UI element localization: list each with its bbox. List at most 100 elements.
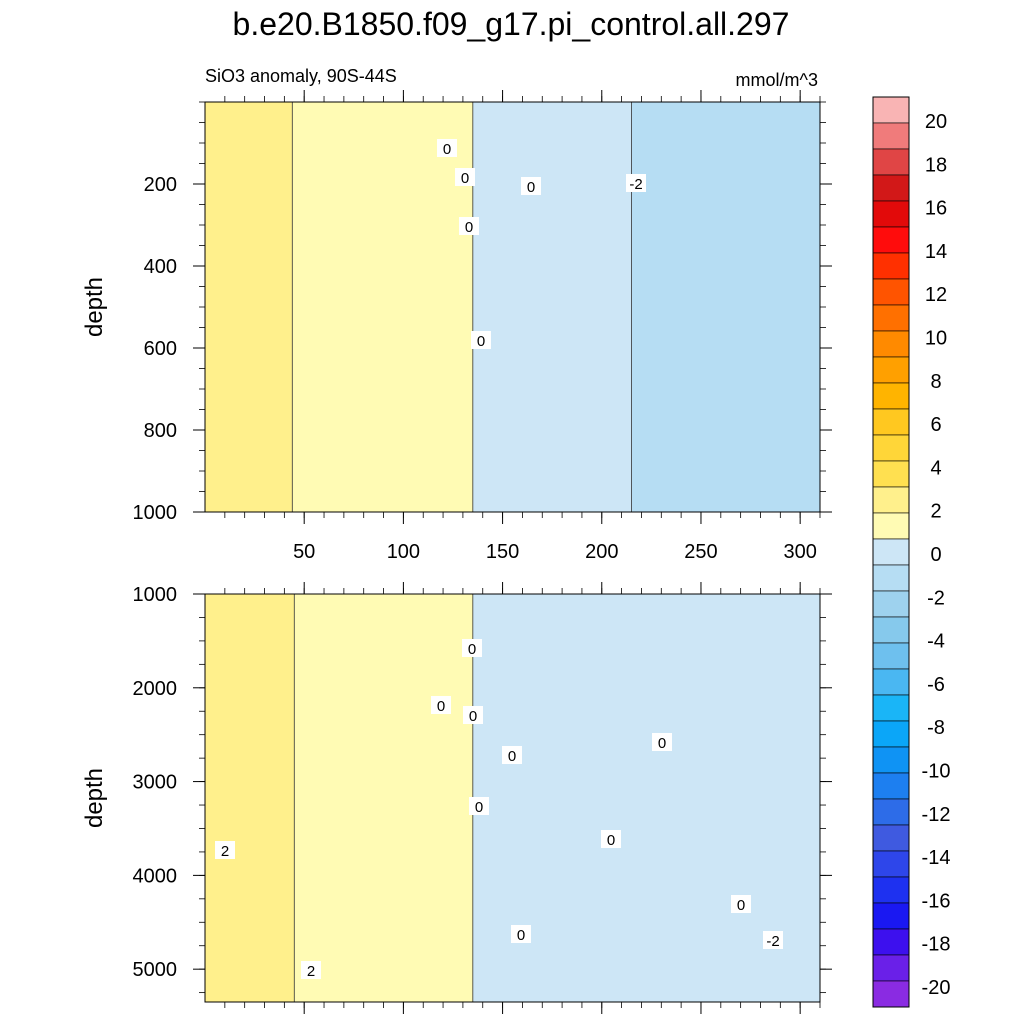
contour-label: -2 (626, 174, 646, 193)
contour-label: 0 (601, 830, 621, 849)
colorbar-box (872, 694, 910, 722)
contour-label-text: 0 (465, 219, 473, 236)
units-label: mmol/m^3 (736, 70, 818, 90)
contour-label-bg (601, 830, 621, 848)
y-axis-label: depth (81, 768, 108, 828)
colorbar-label: 12 (925, 284, 947, 306)
contour-label-bg (471, 331, 491, 349)
contour-label-bg (301, 961, 321, 979)
y-tick-label: 1000 (133, 584, 178, 606)
colorbar-box (872, 590, 910, 618)
colorbar-label: -20 (922, 977, 951, 999)
y-axis-label: depth (81, 277, 108, 337)
chart-title: b.e20.B1850.f09_g17.pi_control.all.297 (233, 6, 790, 42)
x-tick-label: 50 (293, 541, 315, 563)
contour-label: 0 (521, 177, 541, 196)
colorbar-label: 0 (930, 544, 941, 566)
contour-label: 0 (459, 217, 479, 236)
contour-label: 0 (471, 331, 491, 350)
contour-label-bg (215, 841, 235, 859)
contour-label: 2 (215, 841, 235, 860)
colorbar-box (872, 382, 910, 410)
contour-label-text: 0 (443, 141, 451, 158)
contour-label-text: -2 (629, 176, 642, 193)
contour-label-bg (731, 895, 751, 913)
y-tick-label: 2000 (133, 678, 178, 700)
colorbar-box (872, 460, 910, 488)
contour-label-text: 0 (469, 708, 477, 725)
contour-label-text: 0 (607, 832, 615, 849)
contour-label: 0 (511, 925, 531, 944)
colorbar-label: 4 (930, 457, 941, 479)
colorbar-label: -14 (922, 847, 951, 869)
y-tick-label: 200 (144, 174, 177, 196)
band-0 (205, 102, 293, 512)
plot-frame (204, 593, 821, 1003)
x-tick-label: 100 (387, 541, 420, 563)
colorbar-box (872, 252, 910, 280)
colorbar-box (872, 798, 910, 826)
colorbar-label: -10 (922, 761, 951, 783)
contour-label-bg (626, 174, 646, 192)
colorbar-box (872, 824, 910, 852)
contour-label: 0 (469, 797, 489, 816)
contour-label: 0 (431, 696, 451, 715)
contour-label-bg (469, 797, 489, 815)
chart-subtitle: SiO3 anomaly, 90S-44S (205, 66, 397, 86)
colorbar-label: -16 (922, 890, 951, 912)
colorbar-box (872, 668, 910, 696)
contour-label-text: 0 (461, 170, 469, 187)
y-tick-label: 3000 (133, 772, 178, 794)
colorbar-label: -12 (922, 804, 951, 826)
colorbar-box (872, 330, 910, 358)
colorbar-label: 14 (925, 241, 947, 263)
contour-label-text: 0 (468, 641, 476, 658)
contour-label-text: -2 (766, 933, 779, 950)
y-tick-label: 600 (144, 338, 177, 360)
band-2 (472, 102, 632, 512)
contour-label-text: 0 (508, 748, 516, 765)
contour-label: 0 (455, 168, 475, 187)
colorbar-label: -6 (927, 674, 945, 696)
contour-label: 0 (463, 706, 483, 725)
lower-panel: 1000 2000 3000 4000 5000 depth 0 0 0 0 0 0 0 0 0 2 2 -2 (81, 582, 832, 1014)
contour-label-text: 0 (517, 927, 525, 944)
colorbar-box (872, 122, 910, 150)
contour-label-bg (652, 733, 672, 751)
band-3 (631, 102, 820, 512)
colorbar-label: 16 (925, 198, 947, 220)
contour-label-text: 0 (437, 698, 445, 715)
band-0 (205, 594, 295, 1002)
contour-label-bg (463, 706, 483, 724)
colorbar-box (872, 746, 910, 774)
y-tick-label: 800 (144, 420, 177, 442)
contour-label: -2 (763, 931, 783, 950)
colorbar-label: 8 (930, 371, 941, 393)
x-tick-label: 200 (585, 541, 618, 563)
contour-label-bg (431, 696, 451, 714)
contour-label-bg (511, 925, 531, 943)
colorbar-box (872, 616, 910, 644)
colorbar-box (872, 278, 910, 306)
colorbar: 20181614121086420-2-4-6-8-10-12-14-16-18… (872, 96, 951, 1008)
band-1 (292, 102, 473, 512)
x-tick-label: 250 (684, 541, 717, 563)
contour-label: 0 (462, 639, 482, 658)
y-tick-label: 400 (144, 256, 177, 278)
colorbar-box (872, 226, 910, 254)
contour-label-text: 0 (658, 735, 666, 752)
colorbar-box (872, 642, 910, 670)
colorbar-box (872, 720, 910, 748)
contour-label-text: 0 (475, 799, 483, 816)
y-tick-label: 4000 (133, 865, 178, 887)
colorbar-box (872, 200, 910, 228)
colorbar-box (872, 434, 910, 462)
y-tick-label: 1000 (133, 502, 178, 524)
colorbar-label: 20 (925, 111, 947, 133)
colorbar-label: -8 (927, 717, 945, 739)
colorbar-label: 6 (930, 414, 941, 436)
contour-label: 0 (731, 895, 751, 914)
colorbar-box (872, 148, 910, 176)
contour-label-bg (437, 139, 457, 157)
contour-label-text: 2 (307, 963, 315, 980)
